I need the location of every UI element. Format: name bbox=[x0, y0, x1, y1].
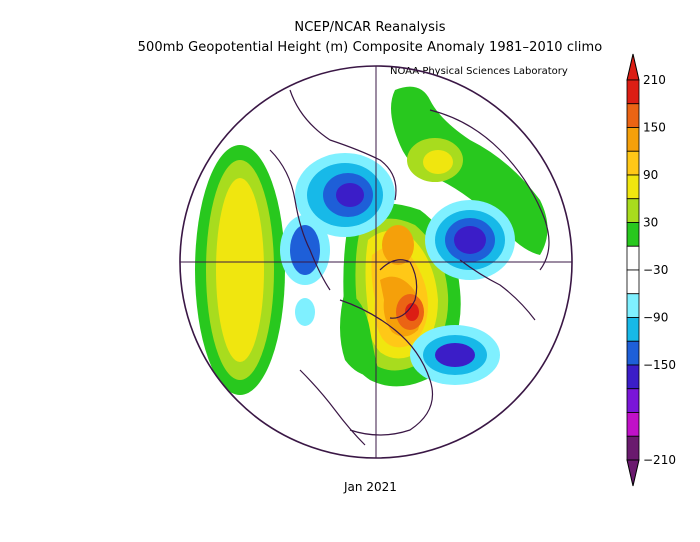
colorbar-swatch bbox=[626, 245, 640, 271]
colorbar-swatch bbox=[626, 269, 640, 295]
colorbar-swatch bbox=[626, 317, 640, 342]
coastlines bbox=[269, 89, 550, 446]
anomaly-canada-30 bbox=[340, 290, 380, 376]
colorbar-swatch bbox=[626, 103, 640, 128]
colorbar-label: −90 bbox=[643, 311, 668, 325]
title-line-1: NCEP/NCAR Reanalysis bbox=[294, 20, 446, 35]
colorbar-label: −210 bbox=[643, 453, 676, 467]
colorbar-swatch bbox=[626, 150, 640, 176]
colorbar-swatch bbox=[626, 412, 640, 437]
date-label: Jan 2021 bbox=[344, 480, 397, 494]
colorbar-swatch bbox=[626, 435, 640, 461]
anomaly-neg1-120 bbox=[336, 183, 364, 207]
colorbar-label: −150 bbox=[643, 358, 676, 372]
colorbar-label: 90 bbox=[643, 168, 658, 182]
colorbar-swatch bbox=[626, 127, 640, 152]
anomaly-neg3-120 bbox=[454, 226, 486, 254]
anomaly-arctic-north bbox=[382, 225, 414, 265]
colorbar: 210 150 90 30 −30 −90 −150 −210 bbox=[626, 53, 676, 487]
anomaly-neg4-120 bbox=[435, 343, 475, 367]
anomaly-greenland-max bbox=[405, 303, 419, 321]
colorbar-swatch bbox=[626, 388, 640, 413]
colorbar-swatch bbox=[626, 198, 640, 223]
map-boundary bbox=[179, 65, 573, 459]
colorbar-swatch bbox=[626, 340, 640, 366]
title-line-2: 500mb Geopotential Height (m) Composite … bbox=[137, 40, 603, 55]
anomaly-neg5-30 bbox=[295, 298, 315, 326]
anomaly-neg2-90 bbox=[290, 225, 320, 275]
anomaly-eurasia-90 bbox=[423, 150, 453, 174]
colorbar-label: 210 bbox=[643, 73, 666, 87]
colorbar-label: 150 bbox=[643, 121, 666, 135]
anomaly-pacific-90 bbox=[216, 178, 264, 362]
colorbar-swatch bbox=[626, 364, 640, 390]
anomaly-eurasia-30 bbox=[391, 86, 548, 256]
source-credit: NOAA Physical Sciences Laboratory bbox=[390, 66, 568, 77]
anomaly-field bbox=[195, 86, 550, 446]
colorbar-swatch bbox=[626, 79, 640, 105]
colorbar-bottom-triangle bbox=[626, 459, 640, 487]
colorbar-label: −30 bbox=[643, 263, 668, 277]
colorbar-swatch bbox=[626, 174, 640, 200]
colorbar-label: 30 bbox=[643, 216, 658, 230]
colorbar-top-triangle bbox=[626, 53, 640, 81]
colorbar-swatch bbox=[626, 222, 640, 247]
colorbar-swatch bbox=[626, 293, 640, 318]
